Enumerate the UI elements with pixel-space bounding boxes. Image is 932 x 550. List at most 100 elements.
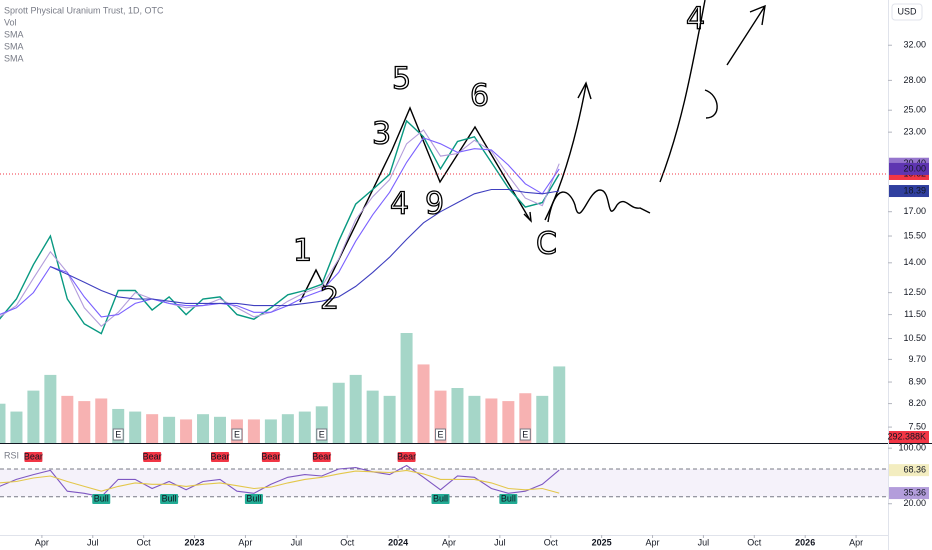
volume-bar — [468, 395, 481, 443]
rsi-ma-line — [0, 469, 560, 494]
signal-label: Bear — [143, 451, 162, 461]
earnings-label: E — [319, 429, 325, 439]
y-tick-label: 10.50 — [903, 333, 926, 343]
volume-bar — [349, 374, 362, 443]
rsi-title: RSI — [4, 450, 19, 460]
wave-line — [299, 106, 531, 303]
hand-annotation: C — [536, 227, 557, 262]
legend-vol: Vol — [4, 17, 17, 27]
earnings-marker — [112, 428, 124, 441]
y-tick-label: 15.50 — [903, 230, 926, 240]
y-tick-label: 12.50 — [903, 287, 926, 297]
volume-bar — [417, 364, 430, 443]
x-tick-label: 2024 — [388, 537, 408, 547]
signal-marker — [312, 452, 331, 462]
signal-label: Bear — [210, 451, 229, 461]
value-badge — [889, 487, 929, 500]
value-badge-label: 18.39 — [903, 185, 926, 195]
long-curve — [659, 0, 706, 183]
value-badge-label: 20.00 — [903, 163, 926, 173]
x-tick-label: 2025 — [592, 537, 612, 547]
x-tick-label: Jul — [494, 537, 506, 547]
x-tick-label: 2023 — [185, 537, 205, 547]
earnings-label: E — [437, 429, 443, 439]
legend-sma: SMA — [4, 53, 24, 63]
signal-label: Bear — [24, 451, 43, 461]
hand-annotation: 3 — [372, 117, 391, 152]
value-badge — [889, 185, 929, 198]
x-tick-label: Jul — [291, 537, 303, 547]
y-tick-label: 8.90 — [908, 376, 926, 386]
signal-marker — [261, 452, 280, 462]
volume-bar — [332, 382, 345, 443]
hand-annotation: 5 — [392, 62, 411, 97]
volume-bar — [163, 416, 176, 443]
y-tick-label: 17.00 — [903, 206, 926, 216]
x-tick-label: Oct — [340, 537, 355, 547]
hand-drawings — [299, 0, 766, 303]
earnings-marker — [316, 428, 328, 441]
earnings-marker — [519, 428, 531, 441]
x-tick-label: Apr — [238, 537, 252, 547]
hand-annotation: 2 — [320, 282, 339, 317]
hand-mark — [704, 89, 718, 119]
signal-label: Bear — [397, 451, 416, 461]
value-badge — [889, 431, 929, 443]
earnings-label: E — [234, 429, 240, 439]
x-tick-label: 2026 — [795, 537, 815, 547]
currency-label[interactable]: USD — [897, 6, 917, 16]
signal-marker — [431, 494, 450, 504]
volume-bar — [146, 414, 159, 443]
y-tick-label: 32.00 — [903, 40, 926, 50]
rsi-tick-label: 20.00 — [903, 498, 926, 508]
volume-bar — [553, 366, 566, 443]
signal-label: Bull — [501, 493, 516, 503]
x-tick-label: Apr — [35, 537, 49, 547]
volume-bar — [400, 333, 413, 443]
rsi-band — [0, 469, 888, 497]
earnings-marker — [231, 428, 243, 441]
volume-bar — [366, 390, 379, 443]
hand-annotation: 4 — [686, 2, 705, 37]
x-tick-label: Apr — [442, 537, 456, 547]
signal-label: Bull — [246, 493, 261, 503]
volume-bar — [298, 411, 311, 443]
signal-marker — [160, 494, 179, 504]
volume-bar — [383, 395, 396, 443]
chart-title: Sprott Physical Uranium Trust, 1D, OTC — [4, 5, 164, 15]
signal-marker — [244, 494, 263, 504]
volume-bar — [264, 419, 277, 443]
y-tick-label: 23.00 — [903, 127, 926, 137]
sma-line — [50, 188, 560, 307]
signal-label: Bull — [162, 493, 177, 503]
rsi-tick-label: 100.00 — [898, 443, 926, 453]
volume-bar — [95, 398, 108, 443]
x-tick-label: Oct — [137, 537, 152, 547]
earnings-label: E — [522, 429, 528, 439]
hand-annotation: 4 — [390, 187, 409, 222]
volume-bar — [27, 390, 40, 443]
arrow-top — [726, 4, 766, 66]
volume-bar — [78, 401, 91, 443]
signal-marker — [499, 494, 518, 504]
volume-bar — [536, 395, 549, 443]
volume-bar — [451, 388, 464, 443]
value-badge — [889, 464, 929, 477]
signal-label: Bear — [261, 451, 280, 461]
signal-label: Bull — [94, 493, 109, 503]
price-line — [0, 119, 560, 335]
x-tick-label: Oct — [747, 537, 762, 547]
volume-bar — [44, 374, 57, 443]
earnings-label: E — [115, 429, 121, 439]
x-tick-label: Jul — [698, 537, 710, 547]
sma-line — [0, 129, 560, 328]
volume-bar — [129, 411, 142, 443]
currency-button[interactable] — [891, 3, 923, 21]
sma-line — [0, 137, 560, 318]
volume-bar — [247, 419, 260, 443]
y-tick-label: 14.00 — [903, 257, 926, 267]
arrow-head — [523, 211, 532, 223]
signal-marker — [397, 452, 416, 462]
